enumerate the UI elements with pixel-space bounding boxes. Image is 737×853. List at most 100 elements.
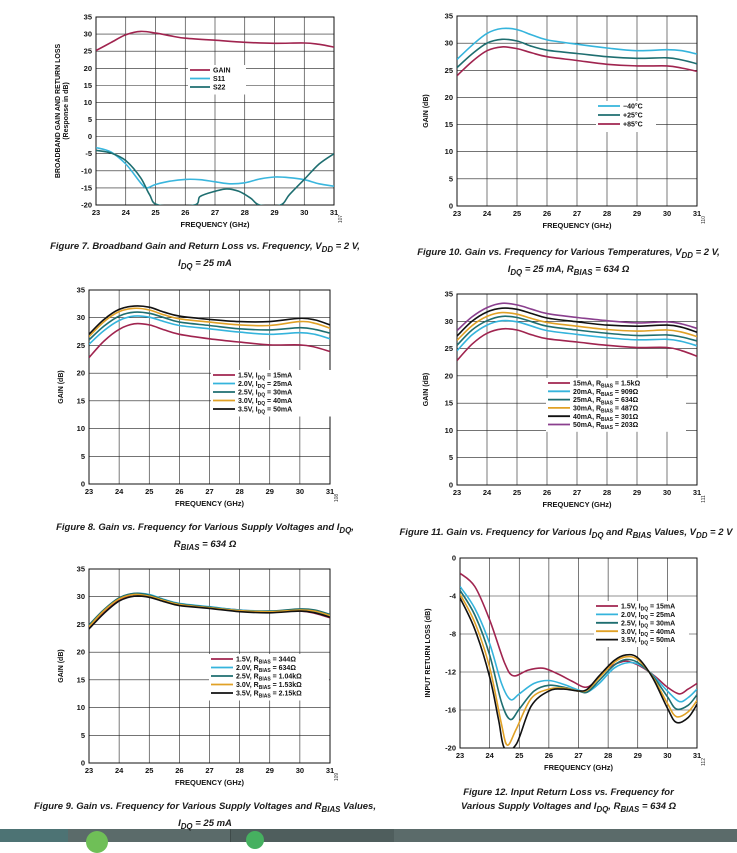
y-axis-label: GAIN (dB) — [423, 94, 430, 127]
x-tick-label: 26 — [543, 209, 551, 218]
legend-label: 1.5V, IDQ = 15mA — [238, 373, 292, 382]
y-axis-label: BROADBAND GAIN AND RETURN LOSS — [55, 44, 62, 179]
legend-label: 1.5V, IDQ = 15mA — [621, 604, 675, 613]
legend-label: GAIN — [213, 68, 231, 75]
x-axis-label: FREQUENCY (GHz) — [180, 220, 250, 229]
y-tick-label: 15 — [77, 675, 85, 684]
x-tick-label: 23 — [453, 209, 461, 218]
x-tick-label: 24 — [122, 208, 131, 217]
y-tick-label: 5 — [449, 174, 453, 183]
legend-label: 2.0V, IDQ = 25mA — [621, 612, 675, 621]
legend-label: +25°C — [623, 112, 643, 120]
x-tick-label: 28 — [235, 487, 243, 496]
y-tick-label: -5 — [85, 149, 92, 158]
legend-label: 1.5V, RBIAS = 344Ω — [236, 657, 296, 666]
y-tick-label: 5 — [449, 453, 453, 462]
legend-label: 3.0V, IDQ = 40mA — [238, 398, 292, 407]
y-tick-label: 35 — [84, 13, 92, 22]
figure-id: 108 — [334, 494, 340, 503]
series-line — [457, 315, 697, 346]
legend-label: 2.0V, IDQ = 25mA — [238, 381, 292, 390]
x-tick-label: 27 — [205, 766, 213, 775]
series-line — [89, 593, 330, 628]
series-line — [457, 307, 697, 337]
y-tick-label: -15 — [81, 183, 92, 192]
x-tick-label: 23 — [453, 488, 461, 497]
series-line — [460, 572, 697, 695]
y-tick-label: -8 — [449, 630, 456, 639]
legend-label: 3.5V, IDQ = 50mA — [238, 407, 292, 416]
y-tick-label: 35 — [445, 290, 453, 299]
y-tick-label: 25 — [84, 47, 92, 56]
x-tick-label: 26 — [543, 488, 551, 497]
x-tick-label: 27 — [211, 208, 219, 217]
y-tick-label: 0 — [88, 132, 92, 141]
x-tick-label: 27 — [205, 487, 213, 496]
x-axis-label: FREQUENCY (GHz) — [175, 499, 245, 508]
x-tick-label: 30 — [663, 209, 671, 218]
legend-label: 2.5V, RBIAS = 1.04kΩ — [236, 674, 302, 683]
fig8-caption: Figure 8. Gain vs. Frequency for Various… — [56, 522, 354, 552]
y-tick-label: 0 — [449, 481, 453, 490]
plot-frame — [459, 557, 698, 749]
x-tick-label: 24 — [483, 209, 492, 218]
y-axis-label: GAIN (dB) — [58, 370, 65, 403]
x-axis-label: FREQUENCY (GHz) — [542, 221, 612, 230]
x-tick-label: 27 — [573, 209, 581, 218]
fig9-chart: 23 24 25 26 27 28 29 30 31 0 5 10 15 20 25 30 35 FREQUENC… — [58, 565, 340, 788]
x-tick-label: 26 — [175, 766, 183, 775]
x-tick-label: 25 — [515, 751, 523, 760]
fig12-caption: Figure 12. Input Return Loss vs. Frequen… — [460, 787, 677, 814]
x-tick-label: 31 — [693, 209, 701, 218]
y-tick-label: 35 — [77, 565, 85, 574]
y-tick-label: 20 — [77, 648, 85, 657]
app-icon[interactable] — [86, 831, 108, 853]
x-tick-label: 29 — [633, 209, 641, 218]
legend-label: 2.5V, IDQ = 30mA — [238, 390, 292, 399]
x-tick-label: 29 — [266, 766, 274, 775]
x-tick-label: 25 — [145, 487, 153, 496]
y-tick-label: 30 — [77, 592, 85, 601]
x-tick-label: 28 — [604, 751, 612, 760]
taskbar-start-area[interactable] — [0, 829, 68, 842]
fig10-chart: 23 24 25 26 27 28 29 30 31 0 5 10 15 20 25 30 35 FREQUENC… — [423, 12, 707, 231]
series-line — [457, 46, 697, 77]
figure-id: 109 — [334, 773, 340, 782]
x-tick-label: 29 — [266, 487, 274, 496]
y-tick-label: -10 — [81, 166, 92, 175]
x-tick-label: 29 — [270, 208, 278, 217]
x-tick-label: 30 — [296, 487, 304, 496]
y-tick-label: 30 — [84, 30, 92, 39]
series-line — [460, 597, 697, 748]
x-axis-label: FREQUENCY (GHz) — [175, 778, 245, 787]
legend-label: +85°C — [623, 121, 643, 129]
series-line — [457, 302, 697, 332]
y-tick-label: 35 — [77, 286, 85, 295]
legend-label: S11 — [213, 76, 225, 83]
series-line — [89, 322, 330, 359]
x-tick-label: 29 — [634, 751, 642, 760]
x-tick-label: 30 — [300, 208, 308, 217]
y-tick-label: 15 — [445, 399, 453, 408]
y-tick-label: 10 — [445, 147, 453, 156]
figure-id: 111 — [701, 495, 707, 503]
y-tick-label: 25 — [77, 341, 85, 350]
y-tick-label: 15 — [84, 81, 92, 90]
y-tick-label: 25 — [445, 66, 453, 75]
y-tick-label: 30 — [77, 313, 85, 322]
x-tick-label: 25 — [151, 208, 159, 217]
series-line — [96, 149, 334, 205]
x-tick-label: 23 — [85, 487, 93, 496]
legend-label: 3.5V, RBIAS = 2.15kΩ — [236, 691, 302, 700]
series-line — [457, 311, 697, 341]
x-tick-label: 27 — [573, 488, 581, 497]
taskbar-window-button[interactable] — [230, 829, 394, 842]
y-tick-label: 10 — [84, 98, 92, 107]
y-tick-label: -4 — [449, 592, 456, 601]
fig7-caption: Figure 7. Broadband Gain and Return Loss… — [50, 241, 360, 271]
legend-label: 3.0V, IDQ = 40mA — [621, 629, 675, 638]
x-tick-label: 23 — [85, 766, 93, 775]
figure-id: 112 — [701, 758, 707, 766]
x-tick-label: 26 — [175, 487, 183, 496]
